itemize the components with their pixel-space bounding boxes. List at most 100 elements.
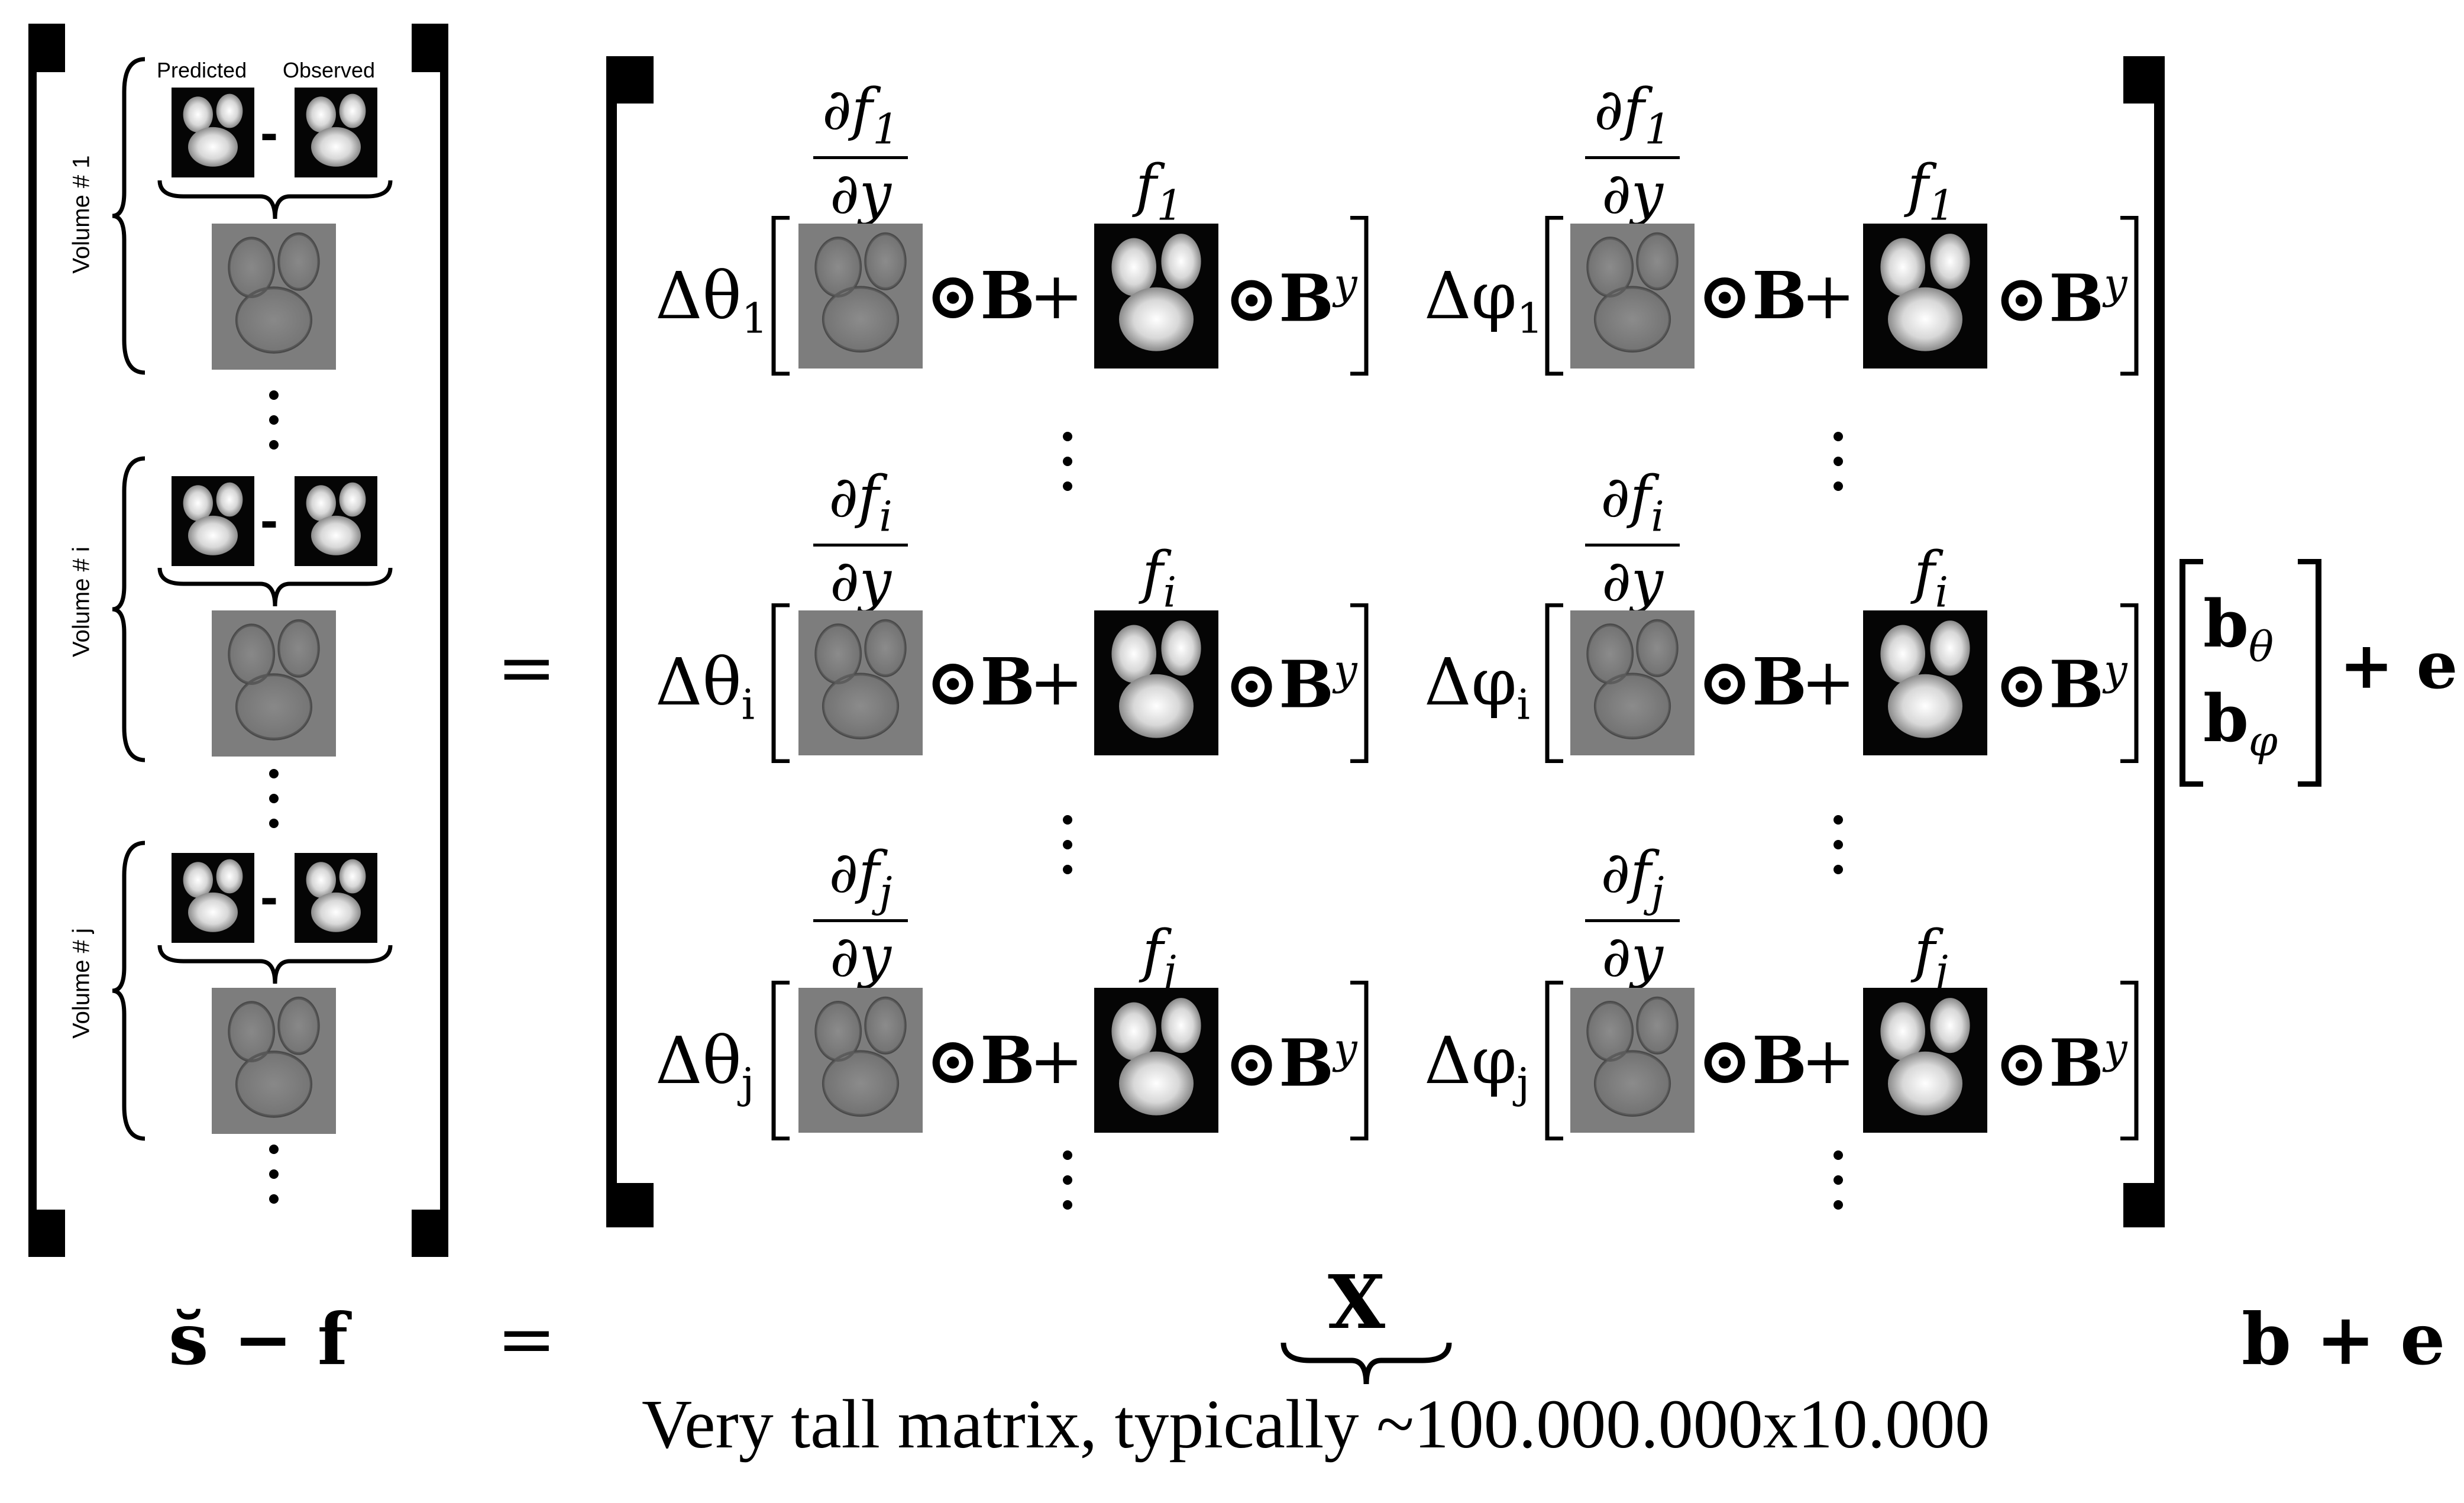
underbrace-1: [157, 180, 393, 219]
matrix-caption: Very tall matrix, typically ~100.000.000…: [642, 1385, 1990, 1463]
gradient-image: [798, 224, 923, 369]
left-bracket-small: [1545, 216, 1563, 376]
difference-image-j: [212, 988, 336, 1134]
plus-sign: +: [1801, 1023, 1856, 1098]
odot-By: ⊙By: [1224, 260, 1357, 337]
gradient-image: [1570, 224, 1695, 369]
left-bracket-small: [771, 981, 790, 1140]
right-bracket-small: [2120, 603, 2139, 763]
minus-sign-i: -: [260, 491, 278, 550]
plus-sign: +: [1029, 1023, 1084, 1098]
right-bracket-small: [2120, 216, 2139, 376]
rhs-label: b + e: [2242, 1298, 2446, 1381]
observed-image-1: [295, 88, 377, 177]
vertical-dots: [1832, 432, 1844, 506]
odot-B: ⊙B: [926, 644, 1036, 720]
delta-theta-i: Δθi: [655, 644, 755, 729]
f-image: [1094, 610, 1218, 755]
predicted-image-i: [172, 476, 254, 566]
delta-theta-1: Δθ1: [655, 258, 768, 343]
odot-B: ⊙B: [926, 257, 1036, 334]
underbrace-i: [157, 567, 393, 607]
f-image: [1094, 224, 1218, 369]
equals-sign: =: [497, 627, 557, 709]
derivative-fraction: ∂f1 ∂y: [813, 80, 908, 224]
right-bracket-small: [1350, 216, 1369, 376]
gradient-image: [798, 610, 923, 755]
gradient-image: [1570, 988, 1695, 1133]
odot-By: ⊙By: [1994, 260, 2127, 337]
vertical-dots: [1062, 815, 1073, 890]
delta-phi-i: Δφi: [1424, 644, 1530, 729]
derivative-fraction: ∂f1 ∂y: [1585, 80, 1680, 224]
odot-B: ⊙B: [926, 1022, 1036, 1098]
b-theta: bθ: [2203, 586, 2274, 671]
underbrace-j: [157, 945, 393, 984]
volume-i-brace: [112, 456, 145, 762]
minus-sign-1: -: [260, 104, 278, 163]
lhs-label: s̆ − f: [169, 1298, 348, 1381]
vertical-dots: [1062, 1150, 1073, 1225]
vertical-dots: [268, 769, 280, 843]
matrix-X-label: X: [1328, 1259, 1385, 1346]
delta-phi-j: Δφj: [1424, 1023, 1530, 1108]
volume-1-brace: [112, 57, 145, 375]
left-bracket-small: [771, 603, 790, 763]
plus-sign: +: [1801, 258, 1856, 334]
f-label: fi: [1142, 539, 1176, 617]
gradient-image: [798, 988, 923, 1133]
vertical-dots: [1832, 1150, 1844, 1225]
underbrace-X: [1280, 1342, 1452, 1385]
b-phi: bφ: [2203, 680, 2278, 766]
observed-label: Observed: [283, 58, 376, 82]
predicted-image-1: [172, 88, 254, 177]
right-bracket-small: [2120, 981, 2139, 1140]
odot-B: ⊙B: [1697, 257, 1807, 334]
right-bracket-small: [1350, 981, 1369, 1140]
minus-sign-j: -: [260, 868, 278, 927]
vertical-dots: [1062, 432, 1073, 506]
gradient-image: [1570, 610, 1695, 755]
plus-error: + e: [2339, 627, 2458, 703]
vertical-dots: [268, 1145, 280, 1219]
f-image: [1094, 988, 1218, 1133]
f-image: [1863, 610, 1987, 755]
observed-image-j: [295, 853, 377, 943]
plus-sign: +: [1029, 644, 1084, 720]
plus-sign: +: [1801, 644, 1856, 720]
left-bracket-small: [1545, 603, 1563, 763]
odot-By: ⊙By: [1224, 1024, 1357, 1101]
odot-B: ⊙B: [1697, 644, 1807, 720]
odot-B: ⊙B: [1697, 1022, 1807, 1098]
f-label: f1: [1135, 153, 1184, 230]
left-bracket-small: [1545, 981, 1563, 1140]
observed-image-i: [295, 476, 377, 566]
derivative-fraction: ∂fi ∂y: [1585, 467, 1680, 611]
difference-image-i: [212, 610, 336, 757]
plus-sign: +: [1029, 258, 1084, 334]
f-image: [1863, 224, 1987, 369]
volume-1-label: Volume # 1: [68, 155, 95, 274]
volume-j-label: Volume # j: [68, 928, 95, 1039]
predicted-label: Predicted: [157, 58, 247, 82]
derivative-fraction: ∂fj ∂y: [813, 843, 908, 987]
derivative-fraction: ∂fi ∂y: [813, 467, 908, 611]
predicted-image-j: [172, 853, 254, 943]
f-label: fj: [1142, 918, 1176, 995]
difference-image-1: [212, 224, 336, 370]
f-label: f1: [1907, 153, 1955, 230]
f-image: [1863, 988, 1987, 1133]
vertical-dots: [268, 390, 280, 465]
volume-i-label: Volume # i: [68, 547, 95, 657]
delta-theta-j: Δθj: [655, 1023, 755, 1108]
bottom-equals-sign: =: [497, 1298, 557, 1381]
vertical-dots: [1832, 815, 1844, 890]
odot-By: ⊙By: [1224, 646, 1357, 723]
f-label: fj: [1914, 918, 1948, 995]
left-bracket-small: [771, 216, 790, 376]
volume-j-brace: [112, 841, 145, 1141]
derivative-fraction: ∂fj ∂y: [1585, 843, 1680, 987]
delta-phi-1: Δφ1: [1424, 258, 1544, 343]
odot-By: ⊙By: [1994, 646, 2127, 723]
right-bracket-small: [1350, 603, 1369, 763]
